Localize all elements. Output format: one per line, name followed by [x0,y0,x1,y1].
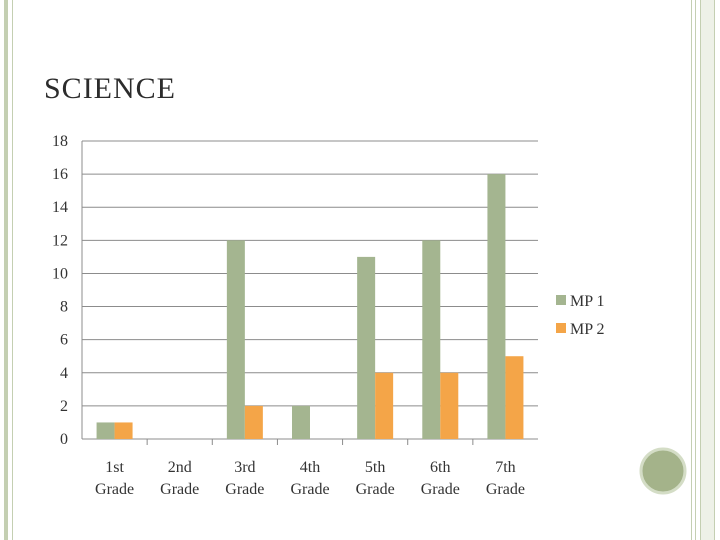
x-tick-label: 6th [430,459,450,476]
bar-mp-2 [440,372,459,439]
x-tick-label: 1st [105,459,124,476]
x-tick-label: Grade [421,481,460,498]
right-frame-bar [700,0,714,540]
x-tick-label: Grade [486,481,525,498]
legend-swatch [556,295,566,305]
left-frame-bar [4,0,8,540]
bar-mp-2 [244,405,263,439]
y-tick-label: 4 [60,365,68,382]
right-frame-line-1 [691,0,692,540]
right-frame-line-3 [700,0,701,540]
bar-mp-1 [292,405,310,439]
y-tick-label: 16 [52,166,68,183]
bar-mp-1 [487,174,506,439]
slide-title: SCIENCE [44,72,177,105]
y-tick-label: 14 [52,199,68,216]
x-tick-label: Grade [225,481,264,498]
legend-label: MP 1 [570,293,605,310]
bar-mp-2 [375,372,394,439]
bar-mp-1 [357,256,376,439]
y-tick-label: 6 [60,332,68,349]
y-tick-label: 2 [60,398,68,415]
x-tick-label: Grade [290,481,329,498]
y-tick-label: 18 [52,133,68,150]
x-tick-label: 4th [300,459,320,476]
left-frame-line [12,0,13,540]
decorative-circle-icon [639,447,687,495]
legend-swatch [556,323,566,333]
right-frame-line-2 [695,0,696,540]
bar-mp-1 [226,240,245,439]
x-tick-label: Grade [356,481,395,498]
bar-mp-1 [422,240,441,439]
x-tick-label: 2nd [168,459,192,476]
y-tick-label: 0 [60,431,68,448]
x-tick-label: 7th [495,459,515,476]
bar-mp-2 [114,422,133,439]
x-tick-label: Grade [95,481,134,498]
right-frame-line-4 [714,0,715,540]
y-tick-label: 8 [60,299,68,316]
bar-mp-1 [96,422,115,439]
y-tick-label: 10 [52,265,68,282]
x-tick-label: 5th [365,459,385,476]
y-tick-label: 12 [52,232,68,249]
x-tick-label: Grade [160,481,199,498]
legend-label: MP 2 [570,321,605,338]
x-tick-label: 3rd [234,459,255,476]
bar-mp-2 [505,356,524,439]
